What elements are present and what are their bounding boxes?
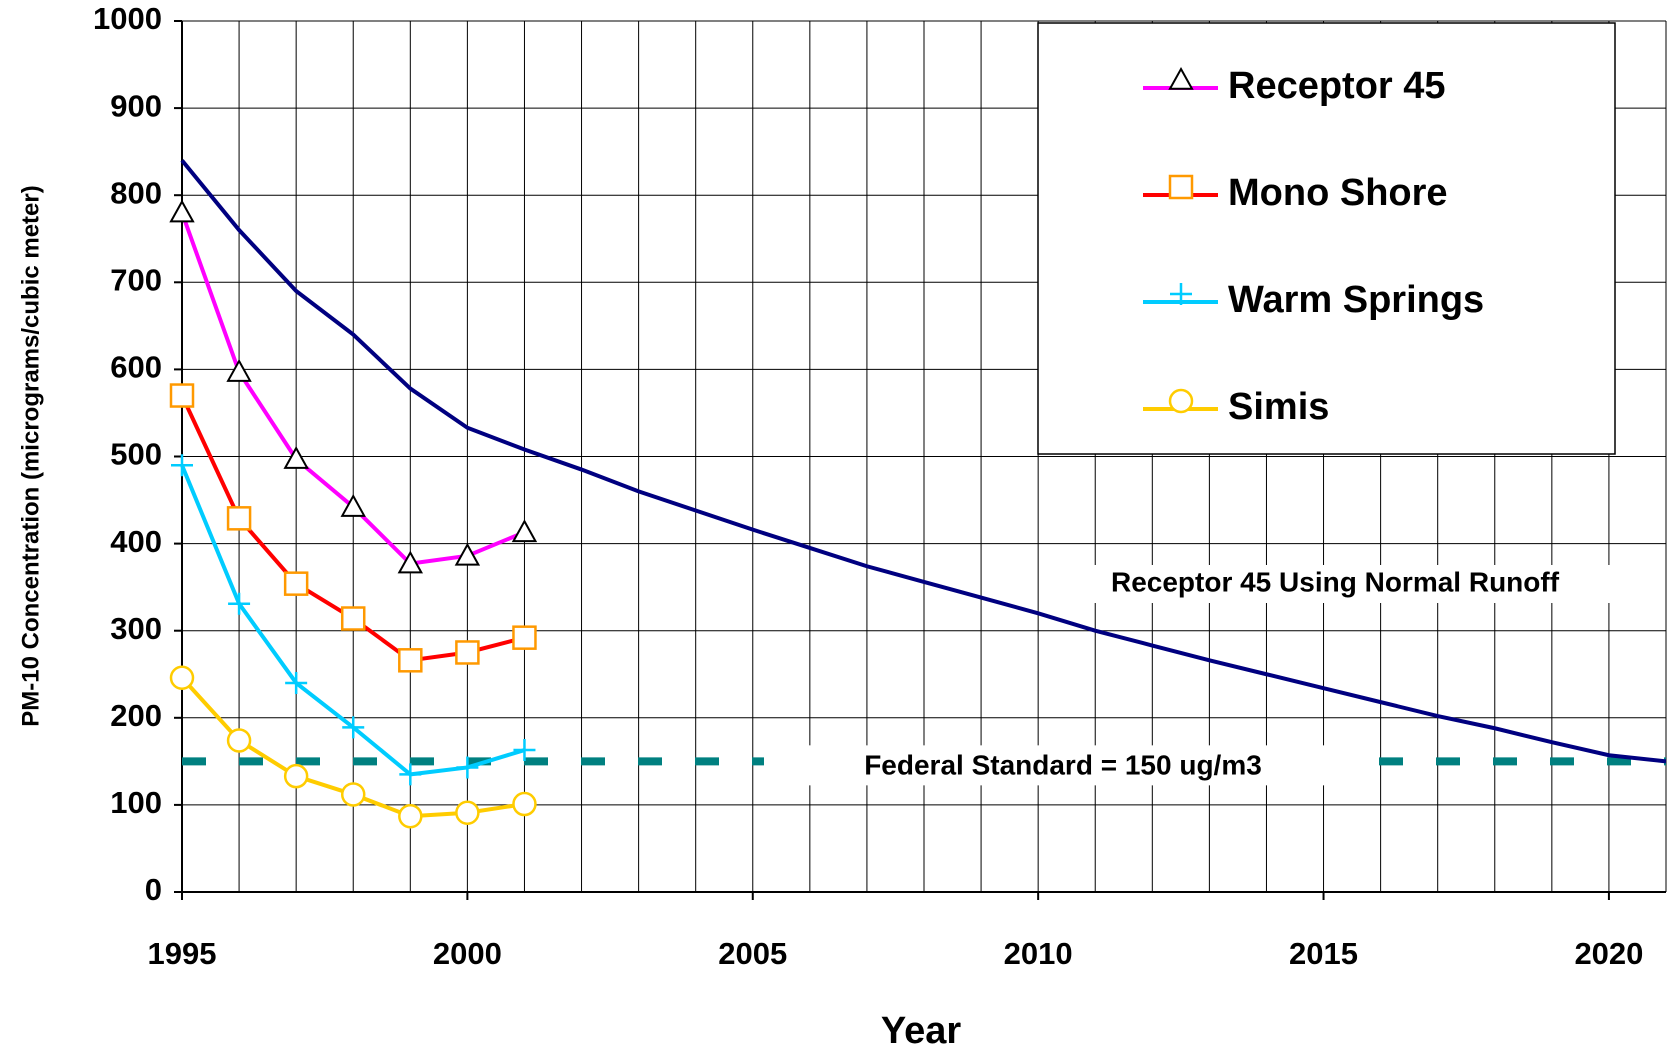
marker [454,542,481,566]
marker [399,763,422,786]
x-tick-label: 2000 [433,936,502,971]
marker [283,446,309,469]
y-tick-label: 600 [110,350,162,385]
marker [169,383,195,408]
marker [513,739,536,762]
marker [512,791,537,817]
legend: Receptor 45 Mono Shore Warm Springs Simis [1037,22,1616,455]
y-tick-label: 100 [110,785,162,820]
y-tick-label: 700 [110,262,162,297]
legend-label: Mono Shore [1228,172,1448,214]
marker [226,728,252,753]
marker [171,454,193,477]
marker [398,648,423,673]
series-annotation: Receptor 45 Using Normal Runoff [1111,566,1560,597]
legend-box [1037,22,1616,455]
annotation-bg [1060,565,1610,603]
marker [340,493,366,517]
marker [1168,388,1194,414]
marker [283,763,309,789]
marker [1170,283,1192,305]
y-tick-label: 400 [110,524,162,559]
legend-label: Warm Springs [1228,279,1484,321]
y-tick-label: 200 [110,698,162,733]
marker [342,716,365,739]
annotation-bg [764,745,1367,786]
marker [283,571,309,596]
y-tick-label: 0 [145,872,162,907]
y-tick-label: 900 [110,88,162,123]
x-tick-label: 2020 [1574,936,1643,971]
y-tick-label: 500 [110,437,162,472]
y-tick-label: 300 [110,611,162,646]
marker [397,550,424,574]
marker [340,606,366,631]
legend-label: Receptor 45 [1228,65,1446,107]
x-tick-label: 2015 [1289,936,1358,971]
x-tick-label: 2010 [1004,936,1073,971]
series-line [180,159,1667,764]
marker [226,358,252,382]
x-axis-title: Year [881,1010,962,1052]
marker [455,800,480,825]
marker [398,803,423,829]
y-axis-title: PM-10 Concentration (micrograms/cubic me… [17,185,44,726]
marker [340,782,366,807]
marker [226,506,252,531]
y-tick-label: 1000 [93,1,162,36]
marker [228,592,251,615]
marker [456,756,479,779]
marker [1168,66,1194,90]
marker [169,199,195,223]
x-tick-label: 1995 [148,936,217,971]
legend-label: Simis [1228,386,1329,428]
marker [169,665,195,690]
marker [1168,174,1194,200]
marker [455,640,480,665]
marker [511,519,538,543]
marker [512,625,537,650]
y-tick-label: 800 [110,175,162,210]
reference-label: Federal Standard = 150 ug/m3 [864,750,1262,781]
x-tick-label: 2005 [718,936,787,971]
marker [285,671,308,694]
